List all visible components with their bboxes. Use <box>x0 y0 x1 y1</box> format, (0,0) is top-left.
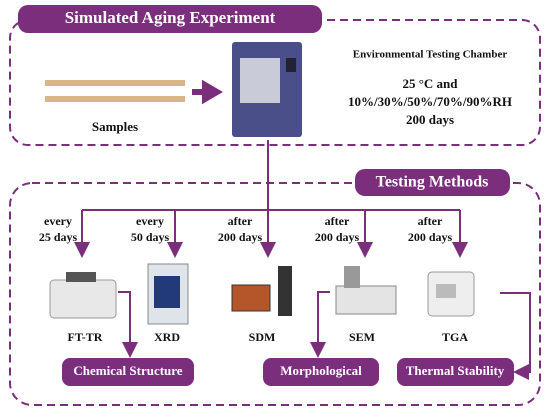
interval: after <box>325 214 350 228</box>
result-label: Morphological <box>280 363 362 378</box>
instrument-icon <box>427 271 475 317</box>
instrument-label: FT-TR <box>68 330 103 344</box>
interval: 200 days <box>315 230 360 244</box>
experiment-title: Simulated Aging Experiment <box>65 8 276 27</box>
interval: 50 days <box>131 230 170 244</box>
result-label: Chemical Structure <box>73 363 182 378</box>
methods-title-box <box>355 169 510 196</box>
arrow <box>192 79 223 105</box>
chamber-label: Environmental Testing Chamber <box>353 49 508 61</box>
interval: every <box>136 214 164 228</box>
result-label: Thermal Stability <box>406 363 505 378</box>
arrow <box>118 291 138 358</box>
instrument-icon <box>147 263 189 325</box>
samples-label: Samples <box>92 119 138 134</box>
methods-title: Testing Methods <box>376 174 489 191</box>
condition: 10%/30%/50%/70%/90%RH <box>348 94 512 109</box>
instrument-icon <box>49 272 117 319</box>
arrow <box>500 292 531 380</box>
sample-strip <box>45 96 185 102</box>
methods-frame <box>9 182 541 406</box>
interval: 200 days <box>408 230 453 244</box>
instrument-label: SDM <box>249 330 276 344</box>
interval: after <box>418 214 443 228</box>
interval: 25 days <box>39 230 78 244</box>
condition: 200 days <box>406 112 454 127</box>
instrument-label: XRD <box>154 330 180 344</box>
condition: 25 °C and <box>402 76 458 91</box>
interval: 200 days <box>218 230 263 244</box>
sample-strip <box>45 80 185 86</box>
interval: every <box>44 214 72 228</box>
arrow <box>310 291 330 358</box>
result-box <box>397 358 514 386</box>
result-box <box>263 358 379 386</box>
instrument-label: TGA <box>442 330 468 344</box>
instrument-icon <box>335 266 397 315</box>
instrument-label: SEM <box>349 330 375 344</box>
chamber-icon <box>232 42 302 137</box>
instrument-icon <box>231 266 292 316</box>
result-box <box>62 358 194 386</box>
experiment-title-box <box>18 5 322 33</box>
interval: after <box>228 214 253 228</box>
